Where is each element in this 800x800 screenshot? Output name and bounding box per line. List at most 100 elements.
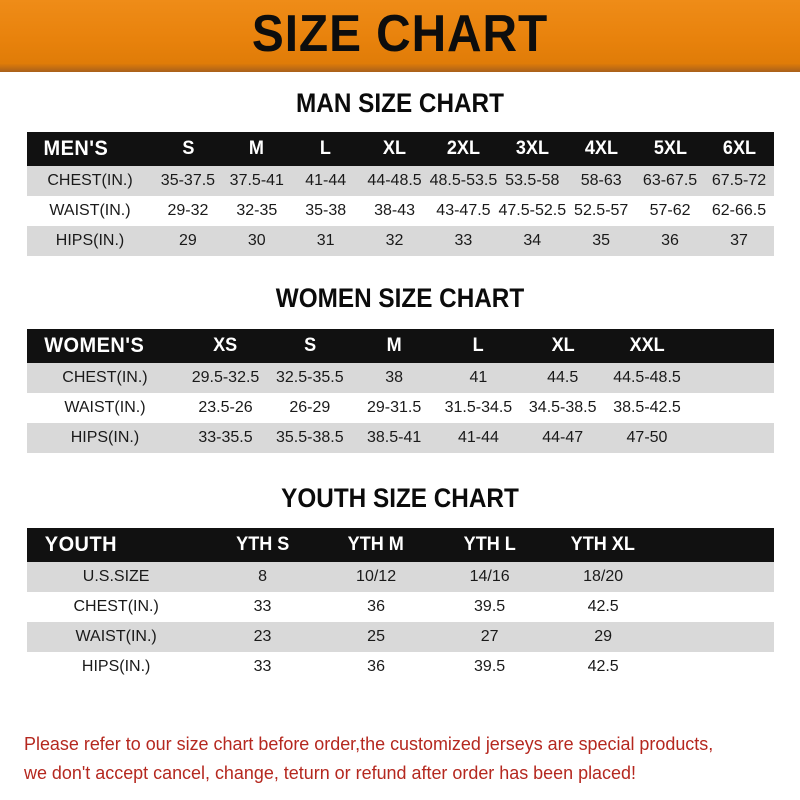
table-cell: 32.5-35.5 [276,369,344,386]
table-header-cell: YTH L [463,534,516,555]
table-cell: 38.5-42.5 [613,399,681,416]
table-header-row: YOUTH YTH S YTH M YTH L YTH XL [26,528,774,562]
table-header-cell: L [472,335,484,356]
table-cell: 62-66.5 [711,202,767,219]
table-cell: 47.5-52.5 [498,202,567,219]
table-row: WAIST(IN.) 23 25 27 29 [26,622,774,652]
size-chart-section: MAN SIZE CHART MEN'S S M L XL 2XL 3XL 4XL 5XL 6XL C… [0,88,800,256]
table-cell: 23.5-26 [198,399,253,416]
table-cell: 18/20 [583,568,624,585]
table-row: CHEST(IN.) 35-37.5 37.5-41 41-44 44-48.5 48.5… [26,166,774,196]
table-row: HIPS(IN.) 29 30 31 32 33 34 35 36 37 [26,226,774,256]
table-cell: 25 [367,628,385,645]
footer-line-2: we don't accept cancel, change, teturn o… [24,761,636,783]
size-chart-section: YOUTH SIZE CHART YOUTH YTH S YTH M YTH L YTH … [0,483,800,682]
table-cell: 58-63 [580,172,622,189]
table-cell: 41 [469,369,488,386]
table-row-label: WAIST(IN.) [64,399,146,416]
table-row-label: HIPS(IN.) [81,658,151,675]
table-row-label: CHEST(IN.) [47,172,133,189]
table-cell: 43-47.5 [436,202,491,219]
table-cell: 14/16 [469,568,510,585]
table-row-label: WAIST(IN.) [49,202,131,219]
table-cell: 37 [730,232,748,249]
table-cell: 35-37.5 [160,172,216,189]
table-header-cell: 6XL [722,138,756,159]
table-header-cell: XL [383,138,407,159]
table-cell: 42.5 [587,598,619,615]
table-cell: 29 [594,628,613,645]
size-table: YOUTH YTH S YTH M YTH L YTH XL U.S.SIZE 8 10/12… [26,528,774,682]
table-cell: 29.5-32.5 [191,369,260,386]
table-row-label: U.S.SIZE [82,568,150,585]
table-cell: 39.5 [474,598,506,615]
table-cell: 37.5-41 [229,172,284,189]
table-cell: 52.5-57 [574,202,629,219]
table-cell [689,363,773,393]
footer-line-1: Please refer to our size chart before or… [24,733,714,754]
table-header-cell: XXL [629,335,665,356]
section-title: MAN SIZE CHART [296,88,504,118]
table-cell: 31 [316,232,335,249]
table-header-cell: XL [551,335,575,356]
table-cell [660,622,774,652]
size-table: WOMEN'S XS S M L XL XXL CHEST(IN.) 29.5-32.5 32.5… [26,329,774,453]
table-header-label: MEN'S [42,137,108,160]
table-cell: 48.5-53.5 [429,172,498,189]
table-row-label: CHEST(IN.) [73,598,159,615]
size-chart-section: WOMEN SIZE CHART WOMEN'S XS S M L XL XXL CHEST(I… [0,283,800,453]
page-banner: SIZE CHART [0,0,800,72]
table-cell [689,393,773,423]
table-header-cell: M [249,138,265,159]
table-row-label: HIPS(IN.) [70,429,140,446]
table-header-label: YOUTH [44,533,117,556]
table-cell: 36 [367,598,385,615]
table-header-cell: S [181,138,194,159]
table-header-row: WOMEN'S XS S M L XL XXL [26,329,774,363]
table-cell: 67.5-72 [711,172,767,189]
table-cell: 34.5-38.5 [528,399,597,416]
table-header-cell: YTH S [235,534,290,555]
table-row-label: WAIST(IN.) [75,628,157,645]
table-cell: 30 [247,232,266,249]
table-cell [660,592,774,622]
table-cell: 36 [661,232,679,249]
table-cell: 53.5-58 [505,172,560,189]
table-header-cell: S [303,335,316,356]
section-title: YOUTH SIZE CHART [281,483,519,513]
sections-container: MAN SIZE CHART MEN'S S M L XL 2XL 3XL 4XL 5XL 6XL C… [0,88,800,682]
table-cell: 35.5-38.5 [276,429,344,446]
table-header-cell: YTH XL [571,534,636,555]
table-cell: 27 [480,628,499,645]
table-header-cell: 4XL [584,138,618,159]
table-header-cell: L [320,138,332,159]
table-row: HIPS(IN.) 33-35.5 35.5-38.5 38.5-41 41-44 44-… [26,423,774,453]
table-cell: 63-67.5 [642,172,698,189]
table-cell: 41-44 [457,429,499,446]
table-header-cell: 3XL [515,138,549,159]
table-header-row: MEN'S S M L XL 2XL 3XL 4XL 5XL 6XL [26,132,774,166]
table-cell: 57-62 [649,202,691,219]
table-cell: 44.5-48.5 [613,369,681,386]
table-row: WAIST(IN.) 23.5-26 26-29 29-31.5 31.5-34.5 34… [26,393,774,423]
table-cell [660,652,774,682]
table-cell: 33-35.5 [198,429,253,446]
table-header-cell: M [386,335,402,356]
table-cell: 33 [253,598,272,615]
table-cell: 44.5 [547,369,579,386]
table-header-cell: 2XL [446,138,480,159]
table-cell: 26-29 [289,399,331,416]
table-row-label: CHEST(IN.) [62,369,148,386]
table-cell: 32 [385,232,404,249]
table-header-label: WOMEN'S [43,334,144,357]
page-title: SIZE CHART [251,5,549,63]
table-header-cell: XS [213,335,238,356]
table-cell: 23 [253,628,272,645]
table-cell: 44-48.5 [367,172,422,189]
table-cell: 41-44 [305,172,347,189]
table-cell: 42.5 [587,658,619,675]
table-cell: 29 [179,232,197,249]
table-header-cell [691,329,771,363]
table-row: U.S.SIZE 8 10/12 14/16 18/20 [26,562,774,592]
